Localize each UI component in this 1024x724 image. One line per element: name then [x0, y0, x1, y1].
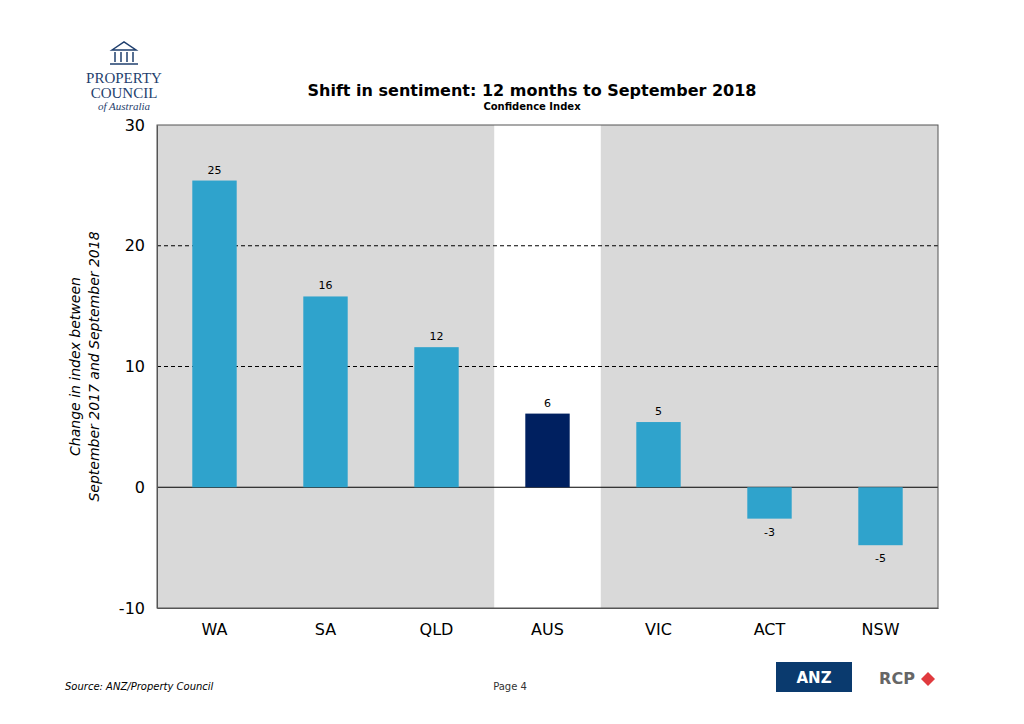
data-label: 6 [544, 397, 551, 410]
x-tick: AUS [531, 608, 564, 639]
rcp-diamond [921, 672, 935, 686]
logo-column [126, 52, 128, 62]
rcp-logo-text: RCP [879, 669, 915, 688]
logo-icon [110, 42, 138, 64]
data-label: -3 [764, 526, 775, 539]
data-label: -5 [875, 552, 886, 565]
bars [192, 181, 902, 546]
y-tick-label: 0 [135, 478, 145, 497]
y-tick-label: 20 [125, 236, 145, 255]
logo-roof [112, 42, 136, 50]
x-tick-label: QLD [420, 620, 454, 639]
x-tick-label: NSW [862, 620, 900, 639]
logo-column [114, 52, 116, 62]
data-label: 25 [207, 164, 221, 177]
subtitle: Confidence Index [483, 101, 581, 112]
grid-line [157, 245, 938, 246]
x-tick-label: ACT [754, 620, 786, 639]
title: Shift in sentiment: 12 months to Septemb… [308, 81, 757, 100]
x-axis: WA SA QLD AUS VIC ACT NSW [158, 608, 939, 639]
chart: -10 0 10 20 30 WA SA QLD AUS VIC ACT NSW 25 16 12 6 5 -3 -… [0, 0, 1024, 724]
page-number: Page 4 [493, 681, 527, 692]
x-tick-label: AUS [531, 620, 564, 639]
logo-column [132, 52, 134, 62]
y-tick: 30 [125, 116, 157, 135]
y-tick: 10 [125, 357, 157, 376]
x-tick: VIC [645, 608, 672, 639]
data-labels: 25 16 12 6 5 -3 -5 [207, 164, 885, 566]
x-tick: WA [202, 608, 228, 639]
plot-frame [157, 125, 938, 608]
data-label: 12 [429, 330, 443, 343]
y-tick: 0 [135, 478, 157, 497]
anz-logo-box [776, 662, 852, 692]
source-note: Source: ANZ/Property Council [65, 681, 214, 692]
x-tick: ACT [754, 608, 786, 639]
logo-text: PROPERTY [86, 70, 162, 86]
data-label: 16 [318, 279, 332, 292]
y-tick-label: 10 [125, 357, 145, 376]
y-tick-label: 30 [125, 116, 145, 135]
logo-text: of Australia [98, 100, 151, 112]
y-axis: -10 0 10 20 30 [119, 116, 158, 618]
bar [192, 181, 236, 488]
y-axis-title: September 2017 and September 2018 [86, 231, 102, 501]
x-tick-label: SA [315, 620, 336, 639]
bar [525, 414, 569, 488]
bar [636, 422, 680, 487]
bar [747, 487, 791, 518]
logo-column [120, 52, 122, 62]
plot-background [157, 125, 938, 608]
bar [414, 347, 458, 487]
x-tick-label: VIC [645, 620, 672, 639]
logo-base [110, 63, 138, 65]
y-tick: 20 [125, 236, 157, 255]
x-tick: SA [315, 608, 336, 639]
y-tick: -10 [119, 599, 157, 618]
bar [858, 487, 902, 545]
x-tick: QLD [420, 608, 454, 639]
y-axis-title: Change in index between [67, 277, 83, 456]
logo-text: COUNCIL [91, 85, 158, 101]
x-tick: NSW [862, 608, 900, 639]
grid [157, 246, 938, 488]
y-axis-line [157, 126, 158, 609]
bar [303, 296, 347, 487]
data-label: 5 [655, 405, 662, 418]
x-axis-line [158, 608, 939, 609]
anz-logo-text: ANZ [796, 669, 831, 687]
x-tick-label: WA [202, 620, 228, 639]
y-tick-label: -10 [119, 599, 145, 618]
grid-line [157, 366, 938, 367]
